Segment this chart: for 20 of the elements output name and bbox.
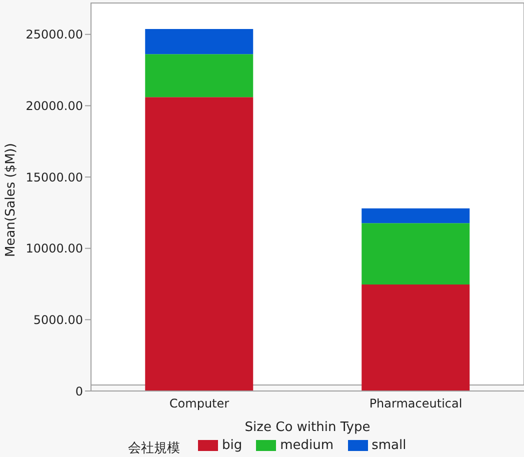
legend-title: 会社規模 <box>128 440 180 457</box>
legend-label: medium <box>279 438 334 453</box>
y-tick-label: 5000.00 <box>33 312 83 327</box>
bar <box>145 54 254 98</box>
y-tick-label: 15000.00 <box>26 170 83 184</box>
bar <box>145 28 254 54</box>
y-tick-label: 10000.00 <box>26 242 83 256</box>
x-tick-label: Pharmaceutical <box>369 396 462 411</box>
legend-label: big <box>221 438 242 453</box>
bar <box>362 208 470 224</box>
y-tick-label: 25000.00 <box>26 28 83 42</box>
bar <box>362 223 470 284</box>
y-axis-title: Mean(Sales ($M)) <box>4 143 19 257</box>
legend-label: small <box>370 438 406 453</box>
y-tick-label: 0 <box>75 384 83 398</box>
bar <box>362 284 470 391</box>
bar <box>145 97 254 391</box>
x-tick-label: Computer <box>169 396 230 411</box>
x-axis-title: Size Co within Type <box>244 420 370 435</box>
y-tick-label: 20000.00 <box>26 98 83 113</box>
